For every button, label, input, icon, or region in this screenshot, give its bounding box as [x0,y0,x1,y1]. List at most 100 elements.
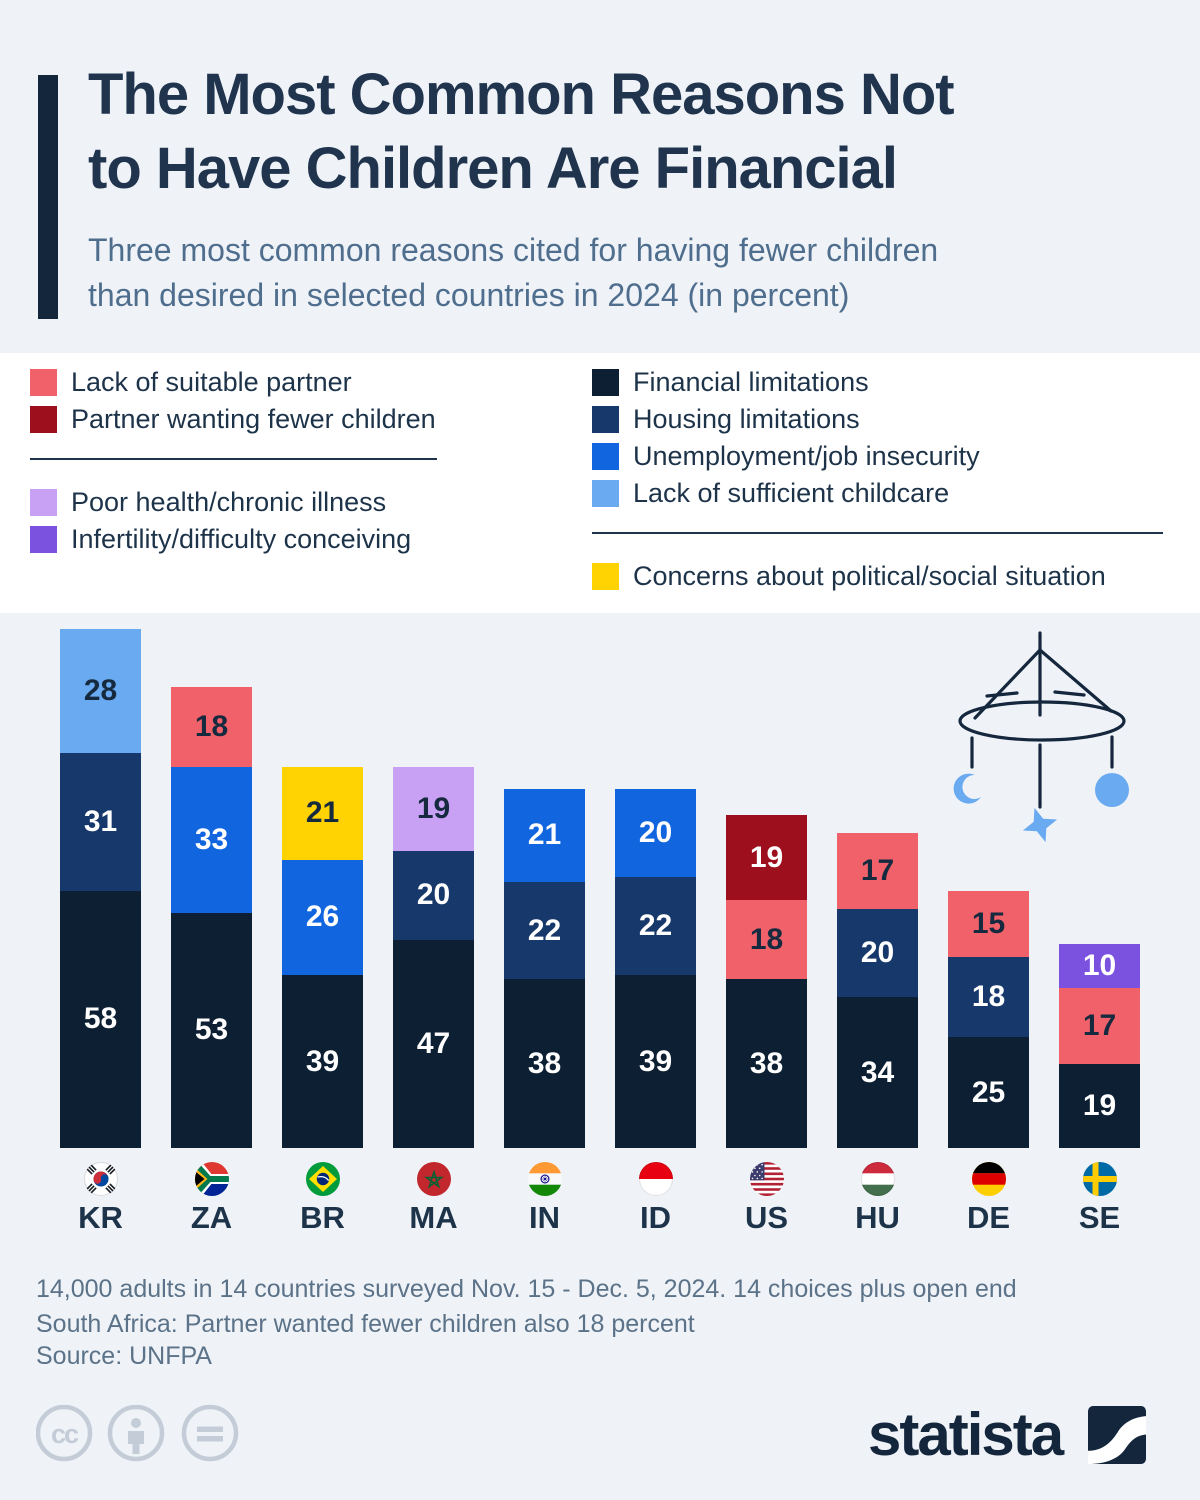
segment-value: 18 [194,709,229,743]
segment-value: 22 [527,913,562,947]
legend-swatch-salmon [30,369,57,396]
bar-in: 38 22 21 [504,788,585,1148]
segment-value: 21 [527,818,562,852]
legend-label: Concerns about political/social situatio… [633,561,1106,591]
bar-ma: 47 20 19 [393,766,474,1148]
bar-br: 39 26 21 [282,766,363,1148]
segment-value: 31 [83,805,118,839]
legend-swatch-brightblue [592,443,619,470]
legend-label: Housing limitations [633,404,860,434]
bar-se: 19 17 10 [1059,944,1140,1148]
flag-us-icon [749,1162,784,1196]
segment-value: 18 [749,922,784,956]
country-code-br: BR [300,1200,345,1235]
segment-value: 25 [971,1075,1006,1109]
country-code-in: IN [529,1200,560,1235]
legend-item: Lack of suitable partner [30,364,500,401]
country-code-za: ZA [190,1200,233,1235]
segment-kr-lightblue: 28 [60,629,141,754]
segment-in-darkblue: 22 [504,881,585,980]
bar-chart: 58 31 28 53 33 18 39 26 21 47 20 19 38 22 21 39 22 20 38 18… [0,613,1200,1148]
cc-by-icon [107,1404,165,1462]
segment-us-darkred: 19 [726,815,807,900]
cc-icon [35,1404,93,1462]
segment-se-salmon: 17 [1059,988,1140,1064]
segment-value: 22 [638,909,673,943]
bar-id: 39 22 20 [615,788,696,1148]
segment-kr-darkblue: 31 [60,753,141,891]
bar-hu: 34 20 17 [837,833,918,1148]
country-code-ma: MA [409,1200,458,1235]
title-line-1: The Most Common Reasons Not [88,62,955,127]
bar-za: 53 33 18 [171,686,252,1148]
segment-value: 20 [638,816,673,850]
crib-mobile-illustration [945,625,1145,855]
segment-value: 19 [749,840,784,874]
segment-value: 38 [527,1046,562,1080]
star-icon [1022,807,1058,843]
legend-swatch-yellow [592,563,619,590]
segment-value: 10 [1082,949,1117,983]
segment-value: 17 [1082,1009,1117,1043]
segment-se-navy: 19 [1059,1063,1140,1148]
page-subtitle: Three most common reasons cited for havi… [88,228,1188,318]
segment-id-darkblue: 22 [615,877,696,976]
segment-value: 21 [305,796,340,830]
segment-value: 58 [83,1002,118,1036]
segment-id-navy: 39 [615,975,696,1148]
segment-de-darkblue: 18 [948,957,1029,1038]
legend-label: Infertility/difficulty conceiving [71,524,412,554]
flag-se-icon [1082,1162,1117,1196]
legend-item: Unemployment/job insecurity [592,438,1165,475]
legend-label: Partner wanting fewer children [71,404,436,434]
segment-de-navy: 25 [948,1037,1029,1148]
segment-in-navy: 38 [504,979,585,1148]
flag-za-icon [194,1162,229,1196]
segment-value: 19 [416,791,451,825]
legend-label: Unemployment/job insecurity [633,441,980,471]
segment-de-salmon: 15 [948,890,1029,958]
segment-value: 18 [971,980,1006,1014]
segment-kr-navy: 58 [60,890,141,1148]
legend-item: Financial limitations [592,364,1165,401]
source-text: Source: UNFPA [36,1342,212,1370]
flag-in-icon [527,1162,562,1196]
legend-divider [30,458,437,460]
segment-se-purple: 10 [1059,944,1140,989]
country-code-us: US [744,1200,789,1235]
bar-de: 25 18 15 [948,890,1029,1148]
segment-ma-lightpurple: 19 [393,766,474,851]
flag-kr-icon [83,1162,118,1196]
legend-item: Concerns about political/social situatio… [592,558,1165,595]
flag-hu-icon [860,1162,895,1196]
segment-value: 19 [1082,1088,1117,1122]
segment-za-brightblue: 33 [171,766,252,913]
segment-value: 39 [638,1044,673,1078]
segment-id-brightblue: 20 [615,788,696,878]
country-code-de: DE [966,1200,1011,1235]
legend-swatch-purple [30,526,57,553]
legend-item: Lack of sufficient childcare [592,475,1165,512]
segment-value: 17 [860,853,895,887]
statista-logo: statista [868,1401,1147,1469]
cc-license-icons: cc [35,1404,276,1469]
segment-ma-darkblue: 20 [393,850,474,940]
segment-value: 34 [860,1055,895,1089]
legend-column-left: Lack of suitable partner Partner wanting … [30,364,500,558]
legend-divider [592,532,1163,534]
segment-value: 15 [971,907,1006,941]
segment-ma-navy: 47 [393,939,474,1148]
statista-logo-mark [1088,1406,1147,1469]
segment-br-brightblue: 26 [282,859,363,976]
ball-icon [1095,773,1129,807]
legend-column-right: Financial limitations Housing limitations… [592,364,1165,595]
country-code-id: ID [640,1200,671,1235]
svg-text:cc: cc [51,1419,79,1449]
statista-logo-text: statista [868,1401,1064,1468]
segment-za-navy: 53 [171,912,252,1148]
legend-label: Poor health/chronic illness [71,487,387,517]
segment-value: 38 [749,1046,784,1080]
cc-nd-icon [181,1404,239,1462]
legend-swatch-darkblue [592,406,619,433]
title-line-2: to Have Children Are Financial [88,136,898,201]
